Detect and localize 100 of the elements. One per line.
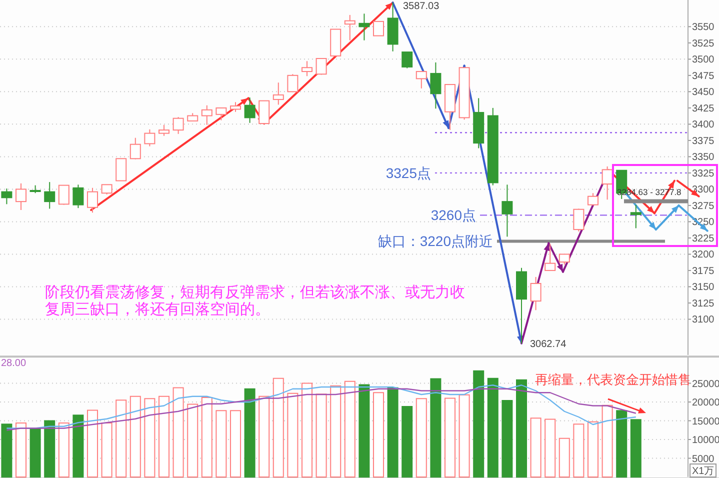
y-tick-label: 3450 xyxy=(692,87,715,98)
bar xyxy=(330,385,342,478)
annotation: 28.00 xyxy=(1,358,26,369)
bar xyxy=(87,410,98,478)
y-tick-label: 3475 xyxy=(692,70,715,82)
candlestick xyxy=(230,102,241,112)
y-axis-title: X1万 xyxy=(692,466,714,477)
y-tick-label: 3325 xyxy=(692,168,715,180)
y-tick-label: 3300 xyxy=(692,184,715,196)
bar xyxy=(130,396,141,478)
candlestick xyxy=(558,254,570,266)
bar xyxy=(473,370,484,478)
candlestick xyxy=(630,204,642,229)
candlestick xyxy=(72,184,84,209)
candlestick xyxy=(144,128,156,147)
y-tick-label: 3350 xyxy=(692,152,715,164)
candlestick xyxy=(573,208,584,232)
bar xyxy=(302,382,312,478)
bar xyxy=(387,387,398,478)
bar xyxy=(44,420,56,478)
bar xyxy=(416,398,427,478)
y-tick-label: 3100 xyxy=(692,314,715,326)
candlestick xyxy=(201,104,212,126)
bar xyxy=(16,422,26,478)
bar xyxy=(144,398,156,478)
annotation: 再缩量，代表资金开始惜售 xyxy=(535,372,691,387)
candlestick xyxy=(416,71,427,89)
bar xyxy=(272,378,284,478)
bar xyxy=(58,422,70,478)
bar xyxy=(502,400,513,478)
candlestick xyxy=(344,14,356,41)
candlestick xyxy=(130,137,141,160)
bar xyxy=(158,396,170,478)
bar xyxy=(230,410,241,478)
candlestick xyxy=(358,13,370,41)
candlestick xyxy=(172,116,184,134)
candlestick xyxy=(502,184,513,238)
bar xyxy=(487,378,498,478)
candlestick xyxy=(402,52,413,69)
candlestick xyxy=(544,243,556,271)
bar xyxy=(430,378,442,478)
bar xyxy=(516,379,527,478)
bar xyxy=(258,396,270,478)
y-tick-label: 3175 xyxy=(692,266,715,277)
bar xyxy=(101,422,112,478)
bar xyxy=(30,428,41,478)
bar xyxy=(172,387,184,478)
candlestick xyxy=(44,182,56,210)
bar xyxy=(1,424,12,478)
bar xyxy=(402,406,413,478)
y-tick-label: 3150 xyxy=(692,282,715,294)
bar xyxy=(573,424,584,478)
ref-line-label: 缺口：3220点附近 xyxy=(378,233,493,250)
bar xyxy=(630,419,642,478)
candlestick xyxy=(430,62,442,110)
bar xyxy=(287,392,298,478)
candlestick xyxy=(16,182,26,211)
candlestick xyxy=(87,187,98,214)
candlestick xyxy=(158,124,170,136)
y-tick-label: 3125 xyxy=(692,298,715,310)
candlestick xyxy=(1,188,12,205)
y-tick-label: 3525 xyxy=(692,38,715,50)
bar xyxy=(72,414,84,478)
y-tick-label: 3200 xyxy=(692,250,715,261)
candlestick xyxy=(588,192,598,206)
bar xyxy=(187,404,198,478)
annotation: 3587.03 xyxy=(403,1,440,12)
bar xyxy=(588,421,598,478)
y-tick-label: 3550 xyxy=(692,22,715,34)
candlestick xyxy=(272,82,284,106)
bar xyxy=(602,404,613,478)
bar xyxy=(116,400,127,478)
bar xyxy=(530,418,542,478)
y-tick-label: 3425 xyxy=(692,103,715,114)
bar xyxy=(616,410,628,478)
annotation: 阶段仍看震荡修复，短期有反弹需求，但若该涨不涨、或无力收复周三缺口，将还有回落空间的。 xyxy=(45,284,465,318)
bar xyxy=(373,392,384,478)
y-tick-label: 3275 xyxy=(692,200,715,212)
bar xyxy=(358,384,370,478)
bar xyxy=(316,394,327,478)
bar xyxy=(344,380,356,478)
candlestick xyxy=(101,184,112,195)
candlestick xyxy=(373,20,384,36)
candlestick xyxy=(530,276,542,311)
candlestick xyxy=(302,60,312,77)
bar xyxy=(216,410,227,478)
bar xyxy=(201,397,212,478)
y-tick-label: 3225 xyxy=(692,233,715,244)
candlestick xyxy=(287,74,298,92)
bar xyxy=(444,398,456,478)
candlestick xyxy=(316,58,327,76)
candlestick xyxy=(58,184,70,206)
annotation: 3062.74 xyxy=(530,339,567,350)
y-tick-label: 3500 xyxy=(692,54,715,66)
ref-line-label: 3325点 xyxy=(386,164,431,181)
bar xyxy=(558,438,570,478)
y-tick-label: 3375 xyxy=(692,136,715,147)
y-tick-label: 5000 xyxy=(692,454,715,465)
bar xyxy=(544,418,556,478)
bar xyxy=(244,388,256,478)
